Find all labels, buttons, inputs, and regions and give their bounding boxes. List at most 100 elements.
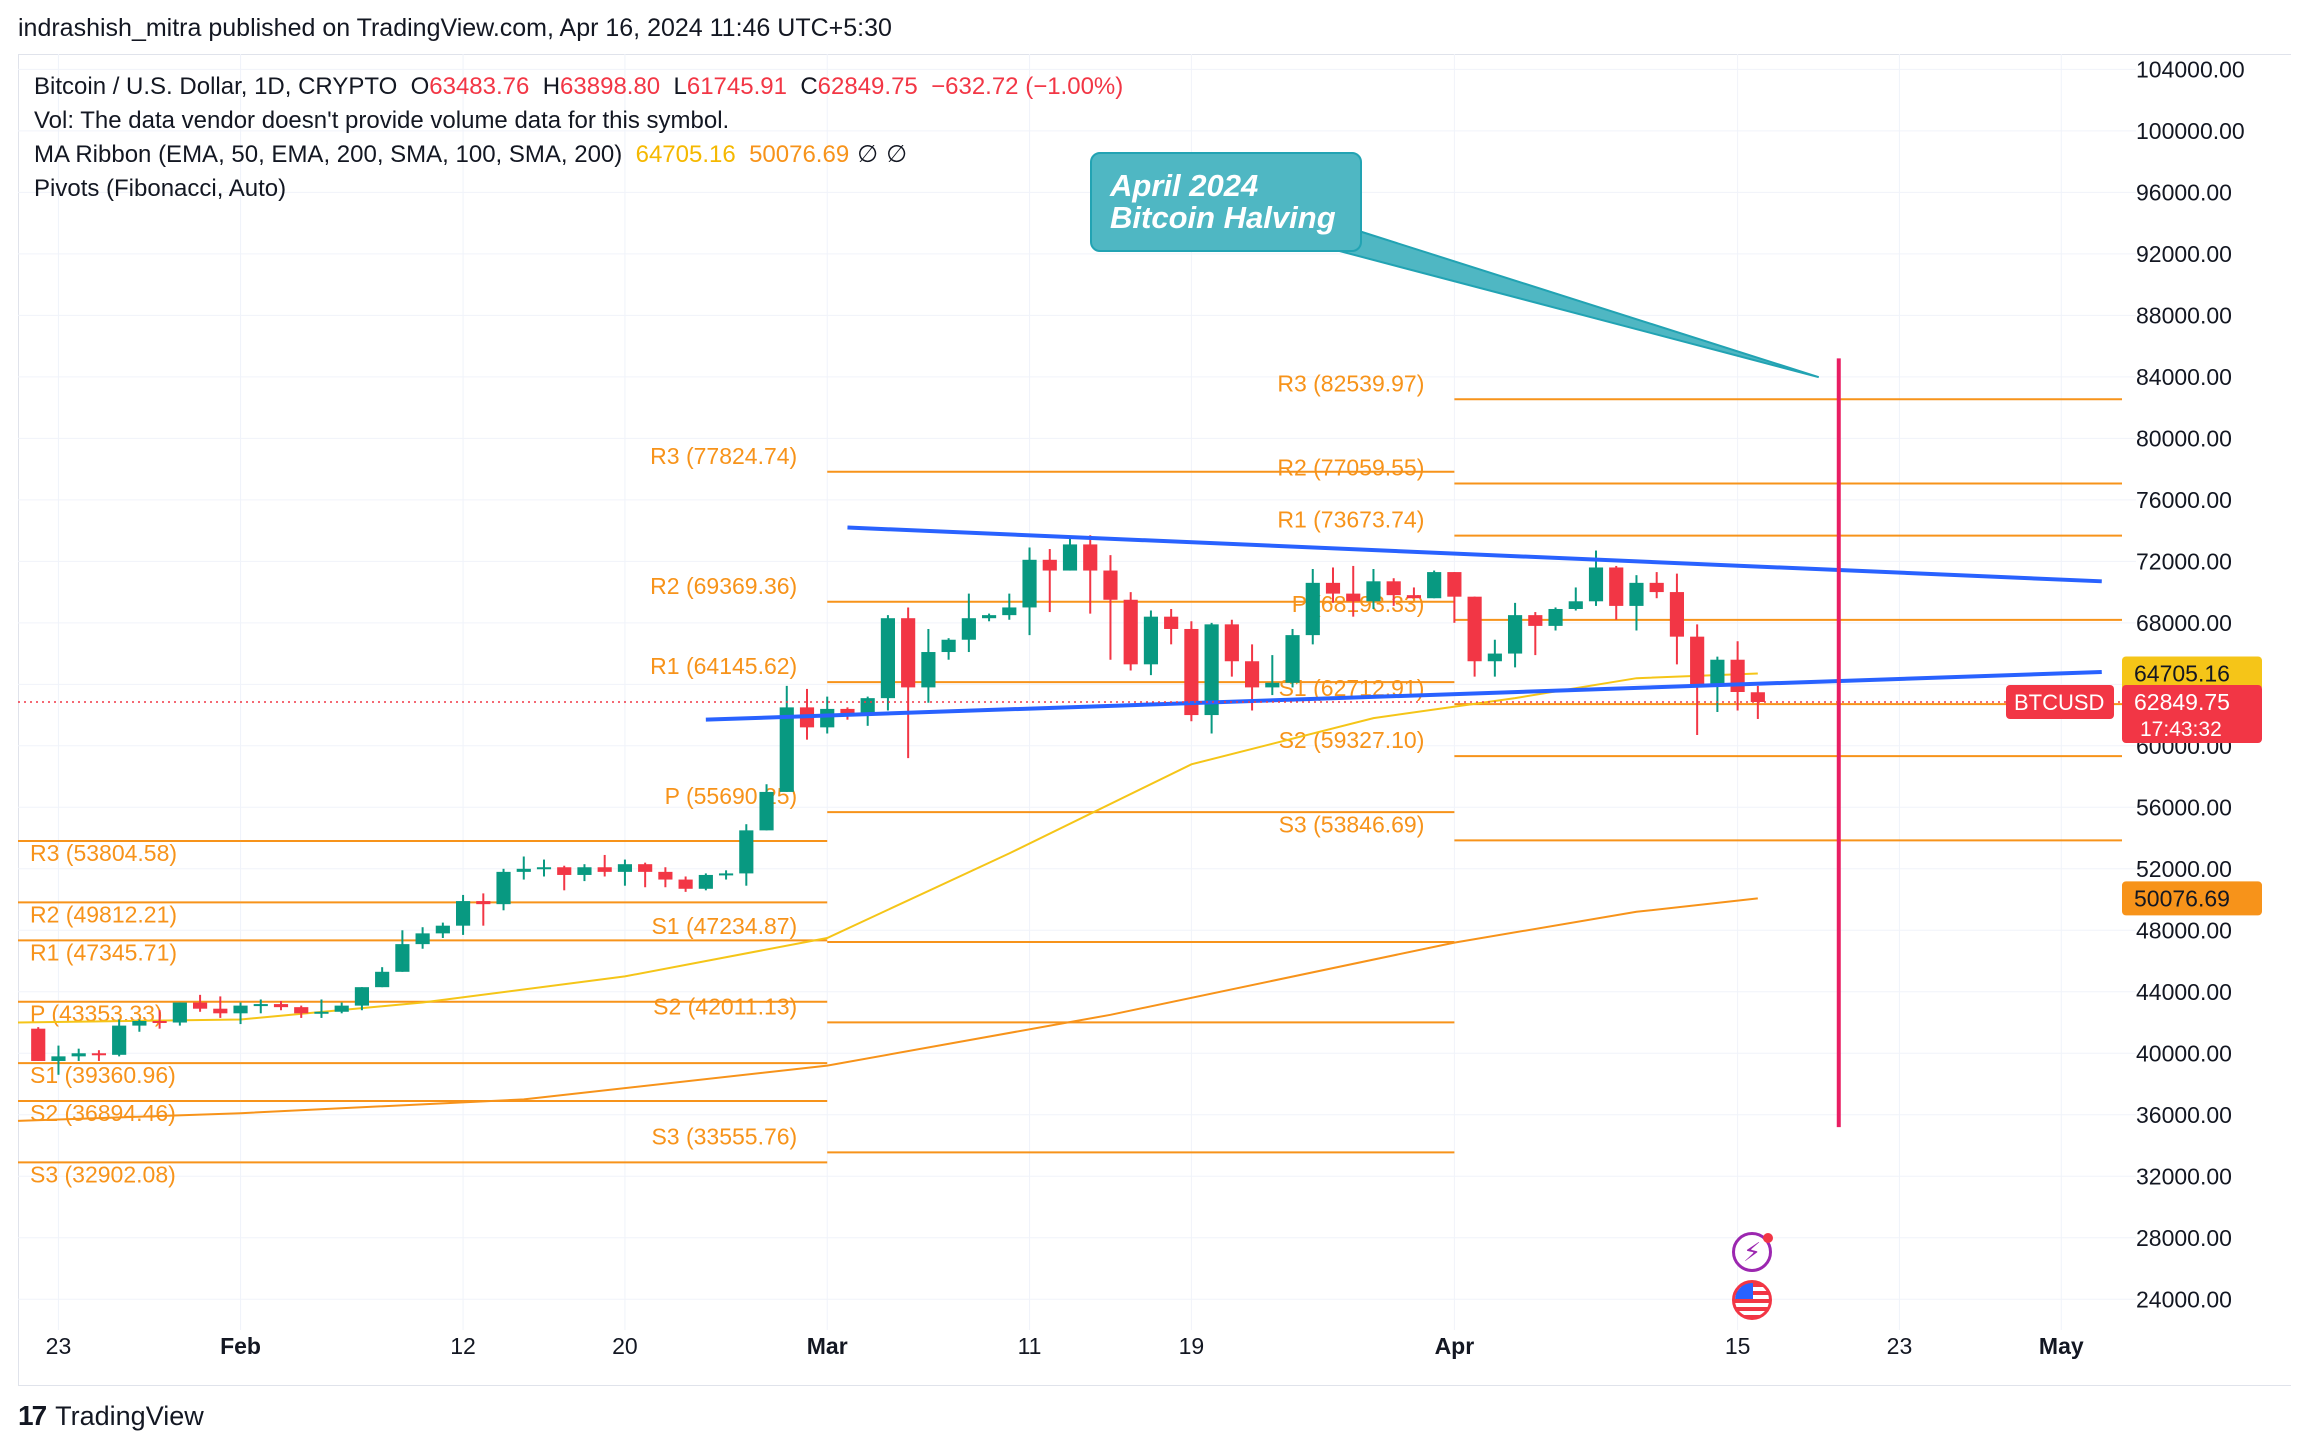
candle-body (1164, 616, 1179, 629)
price-tick-label: 44000.00 (2136, 979, 2232, 1005)
price-tick-label: 96000.00 (2136, 179, 2232, 205)
candle-body (172, 1002, 187, 1023)
candle-body (921, 652, 936, 688)
candle-body (1427, 572, 1442, 599)
candle-body (901, 618, 916, 688)
countdown-text: 17:43:32 (2140, 718, 2222, 741)
candle-body (941, 639, 956, 653)
price-tick-label: 52000.00 (2136, 856, 2232, 882)
pivot-label: R2 (77059.55) (1277, 455, 1424, 481)
candle-body (1123, 599, 1138, 665)
candle-body (132, 1020, 147, 1026)
candle-body (1730, 659, 1745, 692)
price-tick-label: 24000.00 (2136, 1286, 2232, 1312)
pivot-label: P (55690.25) (665, 783, 798, 809)
legend-volume-row[interactable]: Vol: The data vendor doesn't provide vol… (34, 107, 730, 134)
pivot-label: S2 (42011.13) (653, 993, 797, 1019)
price-tick-label: 40000.00 (2136, 1040, 2232, 1066)
candle-body (1588, 567, 1604, 602)
candle-body (1568, 601, 1583, 609)
candle-body (981, 615, 997, 619)
price-tick-label: 56000.00 (2136, 794, 2232, 820)
pivot-label: S1 (39360.96) (30, 1062, 176, 1088)
candle-body (1224, 624, 1239, 662)
callout-line-2: Bitcoin Halving (1110, 200, 1336, 235)
candle-body (213, 1008, 228, 1014)
candle-body (820, 708, 835, 728)
ema50-line (17, 672, 1758, 1024)
legend-symbol[interactable]: Bitcoin / U.S. Dollar, 1D, CRYPTO (34, 73, 398, 100)
candle-body (557, 867, 572, 875)
flag-canton (1735, 1283, 1753, 1299)
candle-body (739, 830, 754, 874)
ma-price-badge-text: 50076.69 (2134, 885, 2230, 911)
candle-body (253, 1004, 268, 1007)
candle-body (658, 871, 673, 880)
candle-body (31, 1028, 46, 1061)
candle-body (638, 864, 653, 872)
candle-body (415, 933, 430, 945)
pivot-label: R3 (77824.74) (650, 443, 797, 469)
halving-callout[interactable]: April 2024 Bitcoin Halving (1090, 152, 1362, 252)
candle-body (698, 874, 713, 889)
candle-body (91, 1053, 107, 1056)
candle-body (718, 873, 734, 876)
time-tick-label: 11 (1018, 1333, 1042, 1359)
legend-pivots-row[interactable]: Pivots (Fibonacci, Auto) (34, 175, 287, 202)
pivot-label: S1 (47234.87) (651, 913, 797, 939)
candle-body (516, 868, 531, 872)
flash-glyph: ⚡ (1743, 1237, 1762, 1267)
candle-body (1690, 636, 1705, 686)
candle-body (1083, 544, 1098, 571)
candle-body (880, 618, 896, 699)
flash-icon[interactable]: ⚡ (1732, 1232, 1773, 1272)
candle-body (1629, 582, 1644, 606)
candle-body (455, 901, 471, 926)
pivot-label: R1 (64145.62) (650, 653, 797, 679)
candle-body (759, 791, 774, 831)
pivot-label: S3 (53846.69) (1279, 811, 1425, 837)
candle-body (1386, 581, 1401, 596)
time-tick-label: 23 (1887, 1333, 1913, 1359)
ma-ribbon-label: MA Ribbon (EMA, 50, EMA, 200, SMA, 100, … (34, 141, 623, 168)
candle-body (1548, 608, 1563, 626)
trendline-lower (705, 670, 2102, 722)
candle-body (1204, 624, 1219, 716)
candle-body (597, 867, 612, 872)
price-tick-label: 84000.00 (2136, 364, 2232, 390)
price-tick-label: 92000.00 (2136, 241, 2232, 267)
tradingview-logo-icon: 17 (18, 1400, 47, 1431)
last-price-badge (2122, 684, 2262, 743)
candle-body (779, 707, 794, 792)
us-flag-icon[interactable] (1732, 1280, 1772, 1320)
candle-body (1305, 582, 1320, 636)
candle-body (1467, 596, 1482, 662)
time-tick-label: 20 (612, 1333, 638, 1359)
pivot-label: R2 (49812.21) (30, 901, 177, 927)
pivot-label: R3 (82539.97) (1277, 370, 1424, 396)
ma-value-2: 50076.69 (749, 141, 850, 168)
candle-body (577, 867, 592, 875)
time-tick-label: Feb (220, 1333, 261, 1359)
time-tick-label: May (2039, 1333, 2084, 1359)
legend-ma-ribbon-row[interactable]: MA Ribbon (EMA, 50, EMA, 200, SMA, 100, … (34, 138, 1123, 172)
legend-ohlc-row[interactable]: Bitcoin / U.S. Dollar, 1D, CRYPTO O63483… (34, 70, 1123, 104)
price-tick-label: 32000.00 (2136, 1163, 2232, 1189)
price-tick-label: 104000.00 (2136, 56, 2245, 82)
price-tick-label: 76000.00 (2136, 487, 2232, 513)
candle-body (71, 1053, 86, 1057)
time-tick-label: Apr (1435, 1333, 1475, 1359)
footer-brand[interactable]: 17 TradingView (18, 1400, 204, 1432)
candle-body (1487, 653, 1502, 662)
chart-frame[interactable] (18, 54, 2291, 1386)
price-tick-label: 80000.00 (2136, 425, 2232, 451)
pivot-label: R1 (73673.74) (1277, 507, 1424, 533)
brand-name: TradingView (55, 1400, 204, 1431)
candle-body (1062, 544, 1078, 571)
candle-body (273, 1004, 289, 1008)
ma-empty-icon: ∅ (857, 141, 879, 168)
price-tick-label: 36000.00 (2136, 1102, 2232, 1128)
pivot-label: R1 (47345.71) (30, 939, 177, 965)
candle-body (1528, 615, 1543, 626)
